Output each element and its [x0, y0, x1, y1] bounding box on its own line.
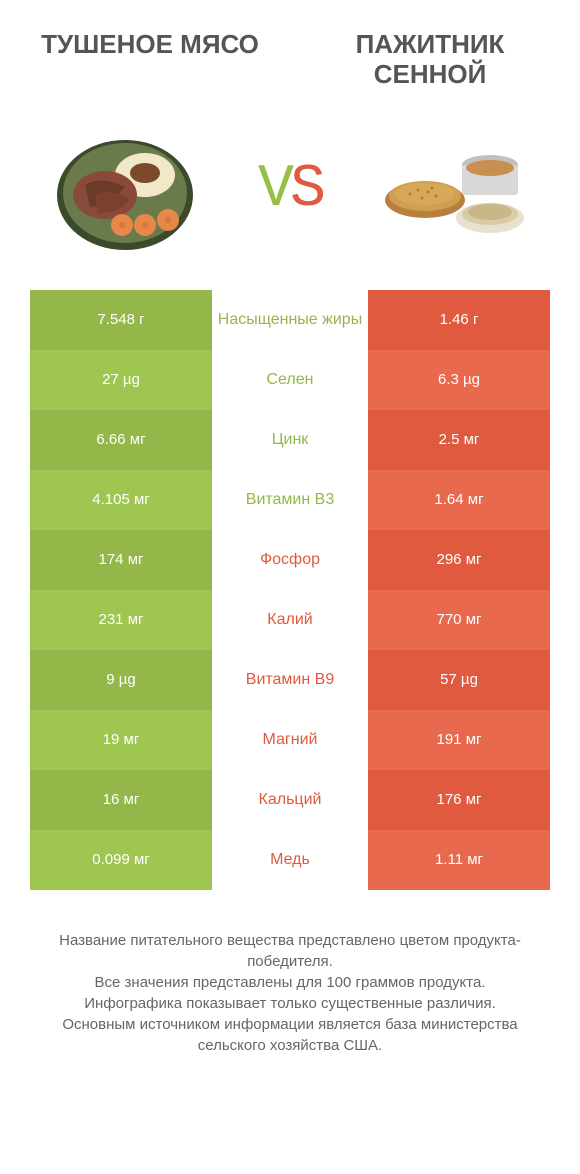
footer: Название питательного вещества представл… [0, 890, 580, 1056]
right-title: ПАЖИТНИК СЕННОЙ [320, 30, 540, 90]
images-row: VS [0, 100, 580, 290]
left-value: 0.099 мг [30, 830, 212, 890]
table-row: 174 мгФосфор296 мг [30, 530, 550, 590]
left-food-image [40, 120, 210, 260]
vs-label: VS [258, 156, 322, 224]
table-row: 9 µgВитамин B957 µg [30, 650, 550, 710]
footer-line: Инфографика показывает только существенн… [30, 993, 550, 1014]
right-value: 296 мг [368, 530, 550, 590]
left-value: 9 µg [30, 650, 212, 710]
table-row: 0.099 мгМедь1.11 мг [30, 830, 550, 890]
table-row: 6.66 мгЦинк2.5 мг [30, 410, 550, 470]
nutrient-label: Магний [212, 710, 368, 770]
footer-line: Название питательного вещества представл… [30, 930, 550, 972]
left-value: 19 мг [30, 710, 212, 770]
left-value: 6.66 мг [30, 410, 212, 470]
nutrient-label: Цинк [212, 410, 368, 470]
nutrient-label: Витамин B3 [212, 470, 368, 530]
nutrient-label: Кальций [212, 770, 368, 830]
table-row: 19 мгМагний191 мг [30, 710, 550, 770]
table-row: 4.105 мгВитамин B31.64 мг [30, 470, 550, 530]
table-row: 231 мгКалий770 мг [30, 590, 550, 650]
left-value: 7.548 г [30, 290, 212, 350]
left-value: 174 мг [30, 530, 212, 590]
nutrient-label: Медь [212, 830, 368, 890]
nutrient-label: Калий [212, 590, 368, 650]
right-value: 6.3 µg [368, 350, 550, 410]
header: ТУШЕНОЕ МЯСО ПАЖИТНИК СЕННОЙ [0, 0, 580, 100]
comparison-table: 7.548 гНасыщенные жиры1.46 г27 µgСелен6.… [0, 290, 580, 890]
right-value: 1.11 мг [368, 830, 550, 890]
right-value: 1.46 г [368, 290, 550, 350]
table-row: 16 мгКальций176 мг [30, 770, 550, 830]
nutrient-label: Витамин B9 [212, 650, 368, 710]
right-value: 1.64 мг [368, 470, 550, 530]
table-row: 27 µgСелен6.3 µg [30, 350, 550, 410]
nutrient-label: Фосфор [212, 530, 368, 590]
right-value: 2.5 мг [368, 410, 550, 470]
right-value: 191 мг [368, 710, 550, 770]
right-value: 770 мг [368, 590, 550, 650]
left-value: 27 µg [30, 350, 212, 410]
nutrient-label: Селен [212, 350, 368, 410]
nutrient-label: Насыщенные жиры [212, 290, 368, 350]
right-value: 57 µg [368, 650, 550, 710]
table-row: 7.548 гНасыщенные жиры1.46 г [30, 290, 550, 350]
left-value: 231 мг [30, 590, 212, 650]
footer-line: Все значения представлены для 100 граммо… [30, 972, 550, 993]
right-value: 176 мг [368, 770, 550, 830]
right-food-image [370, 120, 540, 260]
left-value: 4.105 мг [30, 470, 212, 530]
left-value: 16 мг [30, 770, 212, 830]
left-title: ТУШЕНОЕ МЯСО [40, 30, 260, 90]
footer-line: Основным источником информации является … [30, 1014, 550, 1056]
